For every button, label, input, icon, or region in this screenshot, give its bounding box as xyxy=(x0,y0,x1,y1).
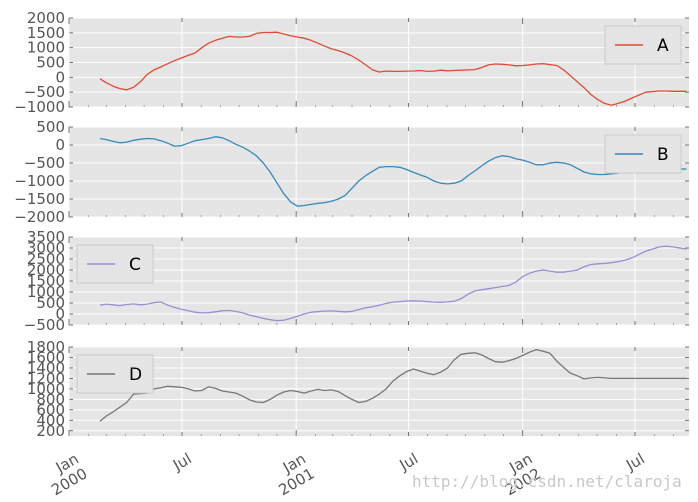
y-tick-label: 0 xyxy=(55,68,65,86)
x-tick-label-line: Jul xyxy=(169,450,195,475)
y-tick-label: 500 xyxy=(36,54,65,72)
plot-background xyxy=(69,347,689,436)
x-tick-label-line: Jul xyxy=(396,450,422,475)
x-tick-label: Jan2000 xyxy=(40,450,91,500)
y-tick-label: 800 xyxy=(36,390,65,408)
y-tick-label: 0 xyxy=(55,136,65,154)
y-tick-label: 2500 xyxy=(27,250,65,268)
legend-label: B xyxy=(657,145,669,165)
x-tick-label: Jan2001 xyxy=(267,450,318,500)
y-tick-label: −500 xyxy=(24,83,65,101)
y-tick-label: 200 xyxy=(36,422,65,440)
legend-label: A xyxy=(657,36,669,56)
y-tick-label: 0 xyxy=(55,305,65,323)
x-tick-label: Jul xyxy=(169,450,195,475)
legend-label: D xyxy=(129,365,142,385)
y-tick-label: 1200 xyxy=(27,369,65,387)
y-tick-label: −2000 xyxy=(14,208,65,226)
series-line-b xyxy=(99,136,687,207)
y-tick-label: 3000 xyxy=(27,239,65,257)
legend: C xyxy=(76,244,154,284)
x-tick-label-line: Jul xyxy=(622,450,648,475)
legend-label: C xyxy=(129,255,141,275)
y-tick-label: 2000 xyxy=(27,261,65,279)
y-tick-label: −500 xyxy=(24,316,65,334)
series-line-a xyxy=(99,31,687,106)
y-tick-label: 2000 xyxy=(27,9,65,27)
y-tick-label: 600 xyxy=(36,401,65,419)
y-tick-label: −1500 xyxy=(14,190,65,208)
legend: A xyxy=(604,25,682,65)
y-tick-label: 1500 xyxy=(27,24,65,42)
legend: B xyxy=(604,134,682,174)
y-tick-label: 400 xyxy=(36,411,65,429)
legend: D xyxy=(76,354,154,394)
y-tick-label: 500 xyxy=(36,118,65,136)
y-tick-label: 1000 xyxy=(27,283,65,301)
x-tick-label: Jul xyxy=(622,450,648,475)
y-tick-label: 500 xyxy=(36,294,65,312)
y-tick-label: 1800 xyxy=(27,338,65,356)
y-tick-label: −1000 xyxy=(14,172,65,190)
y-tick-label: −1000 xyxy=(14,98,65,116)
y-tick-label: −500 xyxy=(24,154,65,172)
y-tick-label: 1400 xyxy=(27,359,65,377)
series-line-c xyxy=(99,245,687,322)
x-tick-label: Jul xyxy=(396,450,422,475)
y-tick-label: 1000 xyxy=(27,39,65,57)
y-tick-label: 1600 xyxy=(27,348,65,366)
watermark: http://blog.csdn.net/claroja xyxy=(412,472,682,491)
y-tick-label: 1000 xyxy=(27,380,65,398)
y-tick-label: 3500 xyxy=(27,228,65,246)
series-line-d xyxy=(99,348,687,422)
y-tick-label: 1500 xyxy=(27,272,65,290)
